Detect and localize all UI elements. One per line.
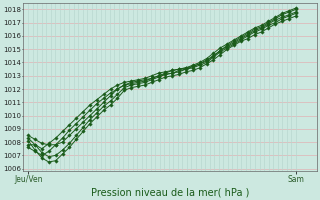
X-axis label: Pression niveau de la mer( hPa ): Pression niveau de la mer( hPa )	[91, 187, 249, 197]
